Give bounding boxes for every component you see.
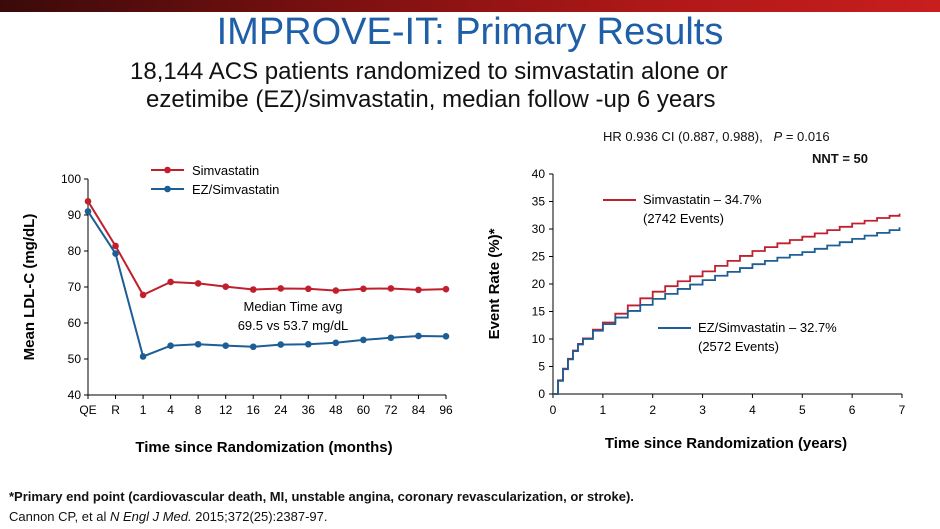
left-series-line-1 — [87, 210, 447, 358]
right-y-tick-label: 25 — [532, 250, 546, 264]
left-series-point-0 — [332, 287, 340, 294]
left-series-point-0 — [167, 278, 174, 286]
right-x-tick-label: 5 — [799, 403, 806, 417]
right-x-tick-label: 2 — [649, 403, 656, 417]
left-legend-label-0: Simvastatin — [192, 163, 259, 178]
left-series-point-1 — [442, 333, 450, 340]
left-series-point-1 — [139, 353, 147, 360]
right-x-axis-title: Time since Randomization (years) — [605, 435, 847, 452]
citation-journal: N Engl J Med. — [109, 509, 192, 524]
right-legend-events-0: (2742 Events) — [643, 211, 724, 226]
left-y-tick-label: 40 — [68, 388, 82, 402]
right-legend-events-1: (2572 Events) — [698, 339, 779, 354]
left-x-tick-label: R — [111, 403, 120, 417]
left-x-tick-label: 36 — [302, 403, 316, 417]
right-series-curve-0 — [553, 213, 901, 395]
citation-rest: 2015;372(25):2387-97. — [191, 509, 328, 524]
slide-title: IMPROVE-IT: Primary Results — [216, 11, 724, 53]
right-y-tick-label: 20 — [532, 277, 546, 291]
right-y-axis-title: Event Rate (%)* — [486, 228, 503, 339]
left-series-point-1 — [222, 342, 229, 349]
right-x-tick-label: 4 — [749, 403, 756, 417]
right-y-tick-label: 15 — [532, 305, 546, 319]
left-annotation-line-2: 69.5 vs 53.7 mg/dL — [238, 318, 349, 333]
left-x-tick-label: 84 — [412, 403, 426, 417]
left-series-point-1 — [167, 342, 174, 349]
left-series-point-0 — [194, 280, 202, 287]
left-series-point-1 — [415, 332, 422, 340]
left-series-point-1 — [305, 340, 312, 348]
left-series-point-1 — [249, 343, 257, 351]
left-series-point-0 — [249, 286, 257, 293]
nnt-text: NNT = 50 — [812, 151, 868, 166]
left-y-tick-label: 50 — [68, 352, 82, 366]
right-legend-label-1: EZ/Simvastatin – 32.7% — [698, 320, 837, 335]
left-x-tick-label: 1 — [140, 403, 147, 417]
left-series-point-0 — [84, 198, 92, 205]
left-series-point-0 — [442, 285, 450, 293]
left-x-tick-label: 72 — [384, 403, 398, 417]
left-x-tick-label: 60 — [357, 403, 371, 417]
left-x-axis-title: Time since Randomization (months) — [135, 439, 392, 456]
hazard-ratio-text: HR 0.936 CI (0.887, 0.988), P = 0.016 — [603, 129, 830, 144]
left-series-point-1 — [112, 250, 119, 257]
right-x-tick-label: 6 — [849, 403, 856, 417]
left-y-axis-title: Mean LDL-C (mg/dL) — [21, 214, 38, 361]
left-x-tick-label: QE — [79, 403, 96, 417]
left-x-tick-label: 8 — [195, 403, 202, 417]
left-series-point-1 — [84, 208, 92, 215]
citation-authors: Cannon CP, et al — [9, 509, 110, 524]
left-y-tick-label: 90 — [68, 208, 82, 222]
p-label: P — [773, 129, 783, 144]
left-legend-label-1: EZ/Simvastatin — [192, 182, 279, 197]
right-x-tick-label: 3 — [699, 403, 706, 417]
footnote: *Primary end point (cardiovascular death… — [9, 489, 634, 504]
left-series-point-0 — [139, 291, 147, 299]
left-x-tick-label: 16 — [247, 403, 261, 417]
left-y-tick-label: 60 — [68, 316, 82, 330]
right-series-curve-1 — [553, 227, 901, 395]
p-value: = 0.016 — [782, 129, 830, 144]
right-legend-label-0: Simvastatin – 34.7% — [643, 192, 762, 207]
left-y-tick-label: 70 — [68, 280, 82, 294]
left-legend-marker-1 — [164, 185, 171, 193]
right-y-tick-label: 5 — [538, 360, 545, 374]
right-y-tick-label: 10 — [532, 332, 546, 346]
left-series-point-1 — [360, 336, 367, 344]
left-series-point-1 — [387, 334, 395, 342]
left-series-point-0 — [277, 285, 285, 292]
left-series-point-0 — [305, 285, 312, 293]
right-y-tick-label: 0 — [538, 387, 545, 401]
hr-ci-text: HR 0.936 CI (0.887, 0.988), — [603, 129, 774, 144]
left-series-point-1 — [332, 339, 340, 347]
right-y-tick-label: 40 — [532, 167, 546, 181]
left-series-line-0 — [87, 200, 447, 297]
left-x-tick-label: 24 — [274, 403, 288, 417]
left-x-tick-label: 48 — [329, 403, 343, 417]
right-y-tick-label: 35 — [532, 195, 546, 209]
left-series-point-0 — [112, 242, 119, 250]
left-series-point-0 — [387, 285, 395, 292]
right-y-tick-label: 30 — [532, 222, 546, 236]
right-x-tick-label: 0 — [550, 403, 557, 417]
left-x-tick-label: 96 — [439, 403, 453, 417]
left-series-point-1 — [277, 341, 285, 348]
subtitle-line-1: 18,144 ACS patients randomized to simvas… — [130, 58, 728, 85]
citation: Cannon CP, et al N Engl J Med. 2015;372(… — [9, 509, 328, 524]
left-x-tick-label: 12 — [219, 403, 233, 417]
right-x-tick-label: 1 — [600, 403, 607, 417]
subtitle-line-2: ezetimibe (EZ)/simvastatin, median follo… — [146, 86, 716, 113]
left-y-tick-label: 100 — [61, 172, 81, 186]
left-legend-marker-0 — [164, 166, 171, 174]
left-series-point-0 — [222, 283, 229, 290]
right-x-tick-label: 7 — [899, 403, 906, 417]
left-y-tick-label: 80 — [68, 244, 82, 258]
left-series-point-0 — [360, 285, 367, 293]
top-accent-bar — [0, 0, 940, 12]
left-series-point-1 — [194, 340, 202, 348]
left-x-tick-label: 4 — [167, 403, 174, 417]
left-series-point-0 — [415, 286, 422, 294]
left-annotation-line-1: Median Time avg — [244, 299, 343, 314]
